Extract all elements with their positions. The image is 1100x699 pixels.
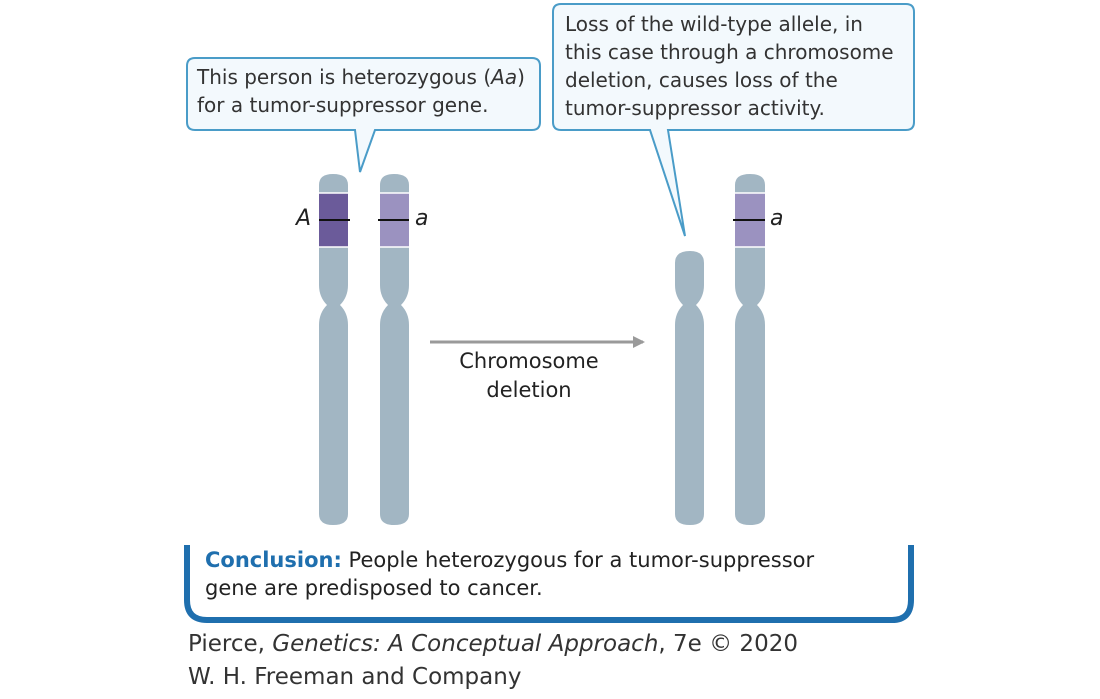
conclusion-head: Conclusion: xyxy=(205,548,342,572)
arrow-label: Chromosome deletion xyxy=(459,349,599,402)
allele-label-recessive-2: a xyxy=(770,206,784,231)
conclusion-text: Conclusion: People heterozygous for a tu… xyxy=(205,548,815,600)
allele-label-recessive: a xyxy=(415,206,429,231)
callout-right-text: Loss of the wild-type allele, in this ca… xyxy=(565,12,894,120)
conclusion-bracket xyxy=(184,545,914,623)
chromosome-3-deleted xyxy=(675,251,704,525)
callout-right xyxy=(552,3,915,237)
chromosome-2 xyxy=(378,174,409,525)
credit-line: Pierce, Genetics: A Conceptual Approach,… xyxy=(188,631,798,690)
callout-left-text: This person is heterozygous (Aa) for a t… xyxy=(197,65,525,117)
chromosome-1 xyxy=(319,174,350,525)
callout-left xyxy=(186,57,541,173)
allele-label-dominant: A xyxy=(296,206,312,231)
chromosome-4 xyxy=(733,174,765,525)
